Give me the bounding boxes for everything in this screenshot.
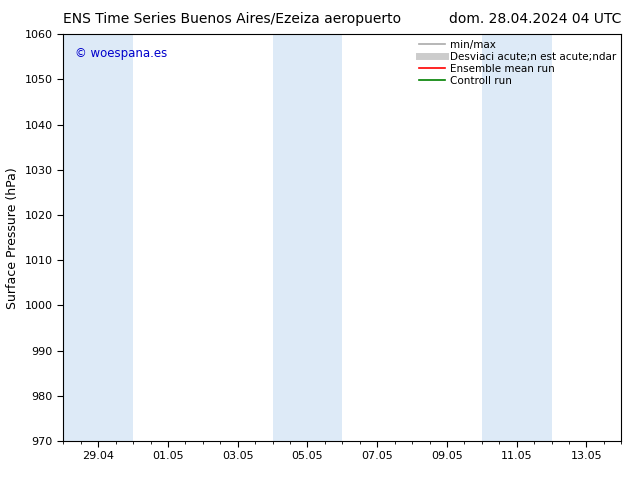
Text: ENS Time Series Buenos Aires/Ezeiza aeropuerto: ENS Time Series Buenos Aires/Ezeiza aero… <box>63 12 401 26</box>
Text: dom. 28.04.2024 04 UTC: dom. 28.04.2024 04 UTC <box>449 12 621 26</box>
Bar <box>482 34 552 441</box>
Bar <box>273 34 342 441</box>
Y-axis label: Surface Pressure (hPa): Surface Pressure (hPa) <box>6 167 19 309</box>
Legend: min/max, Desviaci acute;n est acute;ndar, Ensemble mean run, Controll run: min/max, Desviaci acute;n est acute;ndar… <box>418 40 616 86</box>
Bar <box>63 34 133 441</box>
Text: © woespana.es: © woespana.es <box>75 47 167 59</box>
